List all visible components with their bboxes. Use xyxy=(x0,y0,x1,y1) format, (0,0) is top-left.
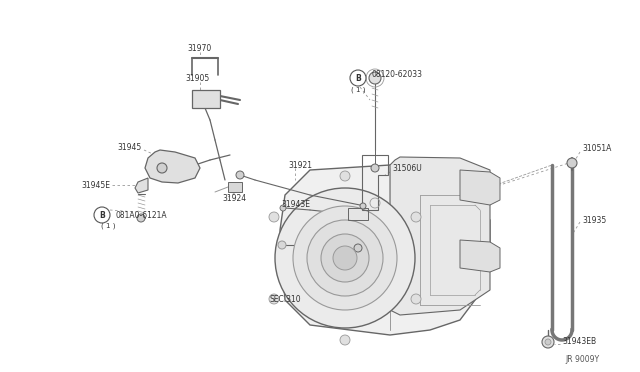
Circle shape xyxy=(369,72,381,84)
Circle shape xyxy=(371,164,379,172)
Circle shape xyxy=(94,207,110,223)
Text: 31943E: 31943E xyxy=(281,199,310,208)
Polygon shape xyxy=(135,178,148,193)
Text: JR 9009Y: JR 9009Y xyxy=(566,356,600,365)
Text: 31051A: 31051A xyxy=(582,144,611,153)
Circle shape xyxy=(360,203,366,209)
Circle shape xyxy=(340,171,350,181)
Polygon shape xyxy=(460,170,500,205)
Polygon shape xyxy=(390,157,490,315)
Text: 31506U: 31506U xyxy=(392,164,422,173)
Bar xyxy=(192,90,220,108)
Circle shape xyxy=(545,339,551,345)
Text: 31935: 31935 xyxy=(582,215,606,224)
Circle shape xyxy=(567,158,577,168)
Text: ( 1 ): ( 1 ) xyxy=(100,223,115,229)
Text: ( 1 ): ( 1 ) xyxy=(351,87,365,93)
Circle shape xyxy=(340,335,350,345)
Text: B: B xyxy=(355,74,361,83)
Text: 31943EB: 31943EB xyxy=(562,337,596,346)
Bar xyxy=(348,208,368,220)
Circle shape xyxy=(157,163,167,173)
Circle shape xyxy=(542,336,554,348)
Circle shape xyxy=(333,246,357,270)
Circle shape xyxy=(354,244,362,252)
Polygon shape xyxy=(280,165,490,335)
Polygon shape xyxy=(460,240,500,272)
Text: 31945: 31945 xyxy=(118,142,142,151)
Text: 081A0-6121A: 081A0-6121A xyxy=(115,211,166,219)
Text: 08120-62033: 08120-62033 xyxy=(372,70,423,78)
Text: 31970: 31970 xyxy=(188,44,212,52)
Circle shape xyxy=(321,234,369,282)
Polygon shape xyxy=(145,150,200,183)
Circle shape xyxy=(411,212,421,222)
Circle shape xyxy=(307,220,383,296)
Circle shape xyxy=(137,214,145,222)
Circle shape xyxy=(280,205,286,211)
Circle shape xyxy=(293,206,397,310)
Circle shape xyxy=(236,171,244,179)
Text: 31921: 31921 xyxy=(288,160,312,170)
Bar xyxy=(228,182,242,192)
Circle shape xyxy=(269,294,279,304)
Circle shape xyxy=(278,241,286,249)
Circle shape xyxy=(269,212,279,222)
Circle shape xyxy=(275,188,415,328)
Text: 31905: 31905 xyxy=(186,74,210,83)
Circle shape xyxy=(350,70,366,86)
Circle shape xyxy=(411,294,421,304)
Text: 31924: 31924 xyxy=(222,193,246,202)
Text: SEC.310: SEC.310 xyxy=(270,295,301,305)
Text: B: B xyxy=(99,211,105,219)
Text: 31945E: 31945E xyxy=(81,180,110,189)
